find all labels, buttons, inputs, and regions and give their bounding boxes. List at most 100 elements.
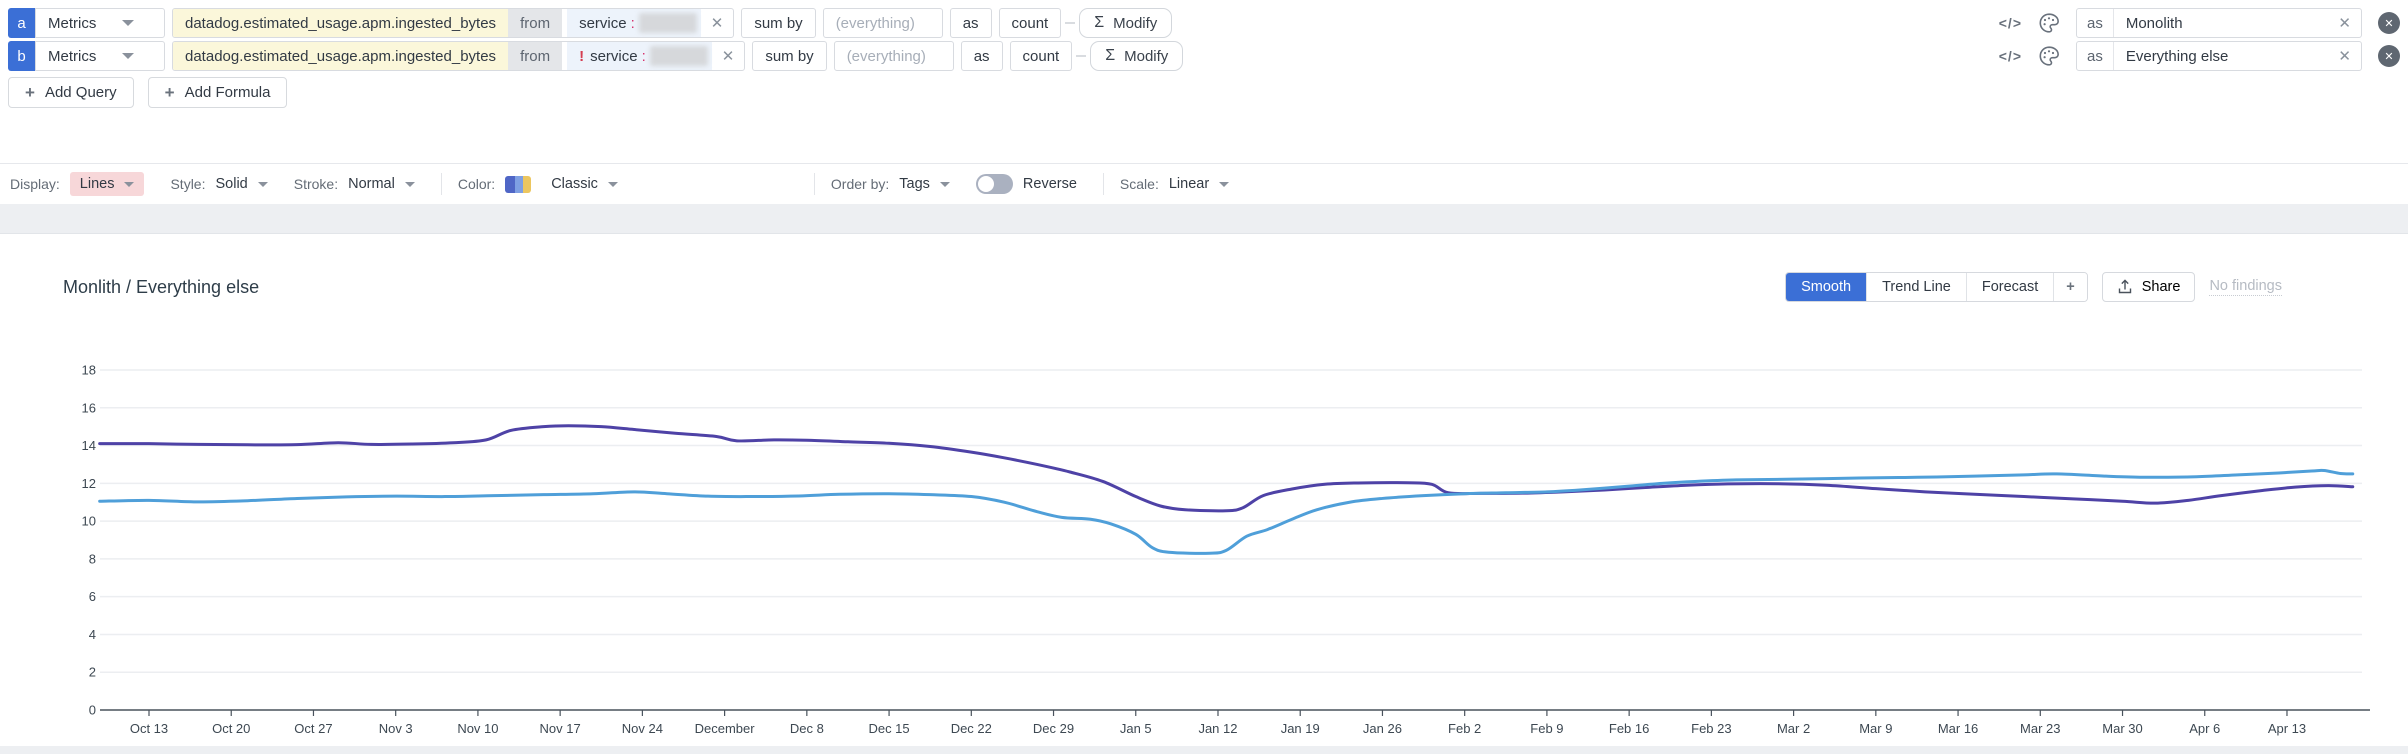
add-graph-tool-button[interactable]: + xyxy=(2053,273,2087,301)
group-by-input[interactable]: (everything) xyxy=(833,41,954,71)
chevron-down-icon xyxy=(404,181,415,187)
alias-input[interactable]: Everything else xyxy=(2125,47,2229,65)
display-value: Lines xyxy=(79,176,115,192)
query-row-right-cluster: </> as Monolith ✕ ✕ xyxy=(1999,8,2400,38)
add-query-button[interactable]: + Add Query xyxy=(8,77,134,108)
modify-button[interactable]: Σ Modify xyxy=(1090,41,1184,71)
scale-select[interactable]: Linear xyxy=(1168,176,1230,192)
add-row: + Add Query + Add Formula xyxy=(8,77,288,108)
remove-query-icon[interactable]: ✕ xyxy=(2378,45,2400,67)
chevron-down-icon xyxy=(124,181,135,187)
style-select[interactable]: Solid xyxy=(215,176,268,192)
add-formula-label: Add Formula xyxy=(184,84,271,101)
alias-as-label: as xyxy=(2077,42,2114,70)
x-axis-label: Mar 16 xyxy=(1938,721,1978,736)
smooth-button[interactable]: Smooth xyxy=(1786,273,1867,301)
y-axis-label: 16 xyxy=(82,400,96,415)
from-label: from xyxy=(508,9,563,37)
remove-query-icon[interactable]: ✕ xyxy=(2378,12,2400,34)
palette-icon[interactable] xyxy=(2038,45,2060,67)
x-axis-label: Jan 19 xyxy=(1281,721,1320,736)
graph-mode-segmented-control: Smooth Trend Line Forecast + xyxy=(1785,272,2088,302)
metric-name-field[interactable]: datadog.estimated_usage.apm.ingested_byt… xyxy=(173,42,509,70)
filter-chip[interactable]: service: xyxy=(567,9,701,37)
x-axis-label: Feb 16 xyxy=(1609,721,1649,736)
display-label: Display: xyxy=(10,176,60,192)
color-value: Classic xyxy=(551,176,598,192)
x-axis-label: Apr 13 xyxy=(2268,721,2306,736)
as-label: as xyxy=(949,8,992,38)
x-axis-label: Apr 6 xyxy=(2189,721,2220,736)
scale-label: Scale: xyxy=(1119,176,1159,192)
alias-input[interactable]: Monolith xyxy=(2125,14,2183,32)
plus-icon: + xyxy=(164,82,175,102)
graph-header: Monlith / Everything else Smooth Trend L… xyxy=(63,272,2282,302)
scale-value: Linear xyxy=(1168,176,1210,192)
code-icon[interactable]: </> xyxy=(1998,48,2022,64)
trend-line-button[interactable]: Trend Line xyxy=(1866,273,1966,301)
forecast-button[interactable]: Forecast xyxy=(1965,273,2054,301)
filter-colon: : xyxy=(641,47,646,65)
stroke-value: Normal xyxy=(348,176,395,192)
group-by-input[interactable]: (everything) xyxy=(822,8,943,38)
y-axis-label: 12 xyxy=(82,476,96,491)
query-row-b: b Metrics datadog.estimated_usage.apm.in… xyxy=(8,41,2400,71)
y-axis-label: 2 xyxy=(89,665,96,680)
query-letter-badge: a xyxy=(8,8,35,38)
x-axis-label: Oct 20 xyxy=(212,721,250,736)
count-select[interactable]: count xyxy=(1009,41,1073,71)
order-by-label: Order by: xyxy=(830,176,890,192)
connector-line xyxy=(1065,22,1076,24)
page-background-band xyxy=(0,746,2408,754)
display-select[interactable]: Lines xyxy=(69,172,145,196)
x-axis-label: Nov 17 xyxy=(540,721,581,736)
display-options-bar: Display: Lines Style: Solid Stroke: Norm… xyxy=(0,163,2408,204)
add-formula-button[interactable]: + Add Formula xyxy=(147,77,288,108)
x-axis-label: Jan 5 xyxy=(1120,721,1152,736)
chevron-down-icon xyxy=(607,181,618,187)
clear-alias-icon[interactable]: ✕ xyxy=(2338,15,2351,32)
filter-chip[interactable]: ! service: xyxy=(567,42,712,70)
x-axis-label: Dec 15 xyxy=(868,721,909,736)
chevron-down-icon xyxy=(1219,181,1230,187)
clear-filter-icon[interactable]: ✕ xyxy=(721,48,735,65)
reverse-toggle[interactable] xyxy=(975,174,1013,194)
metric-name-field[interactable]: datadog.estimated_usage.apm.ingested_byt… xyxy=(173,9,509,37)
reverse-label: Reverse xyxy=(1022,176,1077,192)
divider xyxy=(440,173,442,195)
code-icon[interactable]: </> xyxy=(1998,15,2022,31)
source-select-label: Metrics xyxy=(48,14,97,32)
color-palette-select[interactable]: Classic xyxy=(505,175,618,193)
modify-button[interactable]: Σ Modify xyxy=(1079,8,1173,38)
count-select[interactable]: count xyxy=(998,8,1062,38)
share-button[interactable]: Share xyxy=(2101,272,2196,302)
connector-line xyxy=(1076,55,1087,57)
palette-icon[interactable] xyxy=(2038,12,2060,34)
color-swatch-icon xyxy=(505,175,532,193)
share-upload-icon xyxy=(2118,279,2131,294)
x-axis-label: Oct 13 xyxy=(130,721,168,736)
y-axis-label: 0 xyxy=(89,703,96,718)
filter-negation: ! xyxy=(579,47,585,65)
source-select[interactable]: Metrics xyxy=(35,41,165,71)
order-by-select[interactable]: Tags xyxy=(899,176,950,192)
filter-colon: : xyxy=(630,14,635,32)
clear-alias-icon[interactable]: ✕ xyxy=(2338,48,2351,65)
color-label: Color: xyxy=(457,176,496,192)
x-axis-label: Mar 30 xyxy=(2102,721,2142,736)
share-button-label: Share xyxy=(2141,279,2181,295)
query-expression: datadog.estimated_usage.apm.ingested_byt… xyxy=(172,8,735,38)
source-select[interactable]: Metrics xyxy=(35,8,165,38)
divider xyxy=(1102,173,1104,195)
no-findings-badge: No findings xyxy=(2209,278,2282,296)
query-letter-badge: b xyxy=(8,41,35,71)
alias-input-group: as Monolith ✕ xyxy=(2076,8,2362,38)
as-label: as xyxy=(960,41,1003,71)
clear-filter-icon[interactable]: ✕ xyxy=(710,15,724,32)
plus-icon: + xyxy=(25,82,35,102)
graph-title: Monlith / Everything else xyxy=(63,276,260,297)
order-by-value: Tags xyxy=(899,176,930,192)
stroke-select[interactable]: Normal xyxy=(348,176,415,192)
